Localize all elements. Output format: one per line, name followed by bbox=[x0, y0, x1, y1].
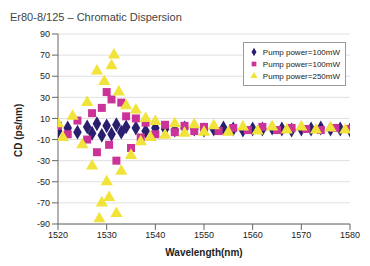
svg-text:1520: 1520 bbox=[48, 230, 68, 240]
svg-text:1560: 1560 bbox=[243, 230, 263, 240]
svg-text:1540: 1540 bbox=[145, 230, 165, 240]
svg-text:30: 30 bbox=[40, 93, 50, 103]
svg-text:-90: -90 bbox=[37, 219, 50, 229]
html-text:Er80-8/125 – Chromatic Dispers: Er80-8/125 – Chromatic Dispersion bbox=[10, 11, 182, 23]
svg-text:1580: 1580 bbox=[340, 230, 360, 240]
html-text:Pump power=100mW: Pump power=100mW bbox=[262, 59, 340, 69]
svg-text:Wavelength(nm): Wavelength(nm) bbox=[165, 247, 242, 258]
html-text:Pump power=100mW: Pump power=100mW bbox=[262, 47, 340, 57]
html-text:Pump power=250mW: Pump power=250mW bbox=[262, 71, 340, 81]
svg-text:-50: -50 bbox=[37, 177, 50, 187]
svg-text:70: 70 bbox=[40, 50, 50, 60]
svg-text:10: 10 bbox=[40, 114, 50, 124]
svg-text:50: 50 bbox=[40, 71, 50, 81]
svg-text:1570: 1570 bbox=[291, 230, 311, 240]
svg-text:-10: -10 bbox=[37, 135, 50, 145]
svg-text:-30: -30 bbox=[37, 156, 50, 166]
svg-text:1530: 1530 bbox=[97, 230, 117, 240]
svg-text:CD (ps/nm): CD (ps/nm) bbox=[13, 104, 24, 157]
svg-text:1550: 1550 bbox=[194, 230, 214, 240]
svg-text:-70: -70 bbox=[37, 198, 50, 208]
svg-text:90: 90 bbox=[40, 29, 50, 39]
